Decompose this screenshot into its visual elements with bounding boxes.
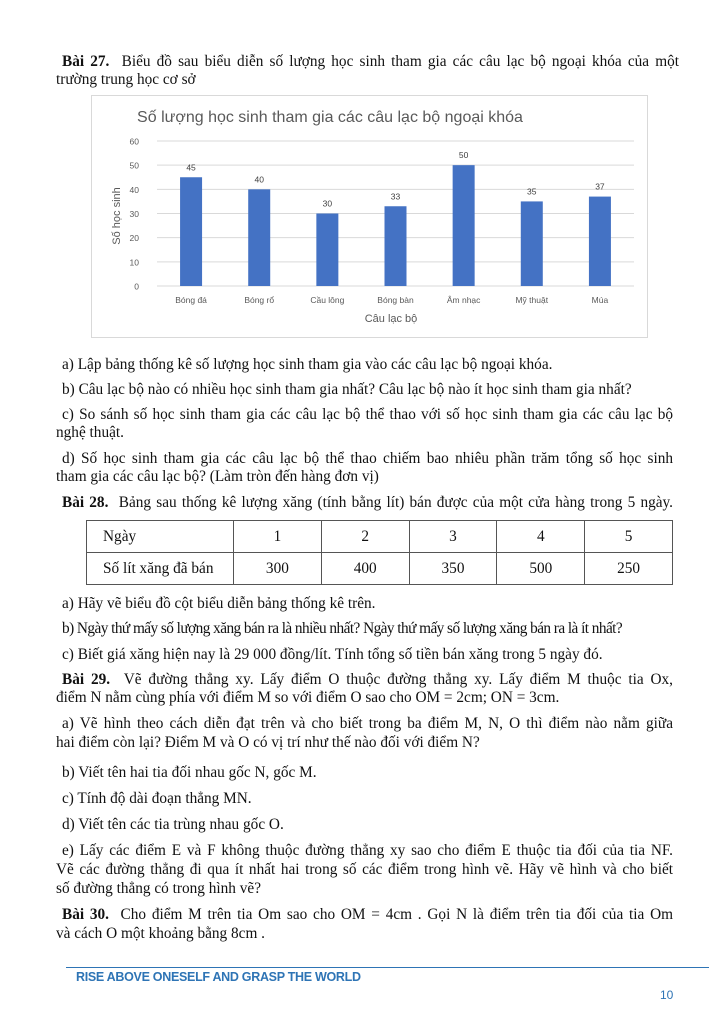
- bai28-intro-text: Bảng sau thống kê lượng xăng (tính bằng …: [118, 494, 674, 511]
- bar: [520, 201, 543, 286]
- y-tick-label: 0: [134, 282, 139, 292]
- y-tick-label: 60: [130, 137, 140, 147]
- bai29-intro-line2: điểm N nằm cùng phía với điểm M so với đ…: [56, 689, 560, 706]
- chart-title: Số lượng học sinh tham gia các câu lạc b…: [137, 109, 523, 126]
- y-tick-label: 10: [130, 257, 140, 267]
- bar: [180, 177, 203, 286]
- data-label: 45: [186, 162, 196, 172]
- bai27-question-c-line2: nghệ thuật.: [56, 424, 124, 441]
- table-cell-day: 2: [320, 520, 410, 553]
- table-cell-liters: 350: [408, 552, 498, 585]
- bai27-intro-text: Biểu đồ sau biểu diễn số lượng học sinh …: [121, 53, 680, 70]
- bar: [248, 189, 271, 286]
- bai29-question-d: d) Viết tên các tia trùng nhau gốc O.: [62, 816, 284, 833]
- bai27-question-d-line2: tham gia các câu lạc bộ? (Làm tròn đến h…: [56, 468, 379, 485]
- bai27-intro-line2: trường trung học cơ sở: [56, 71, 196, 88]
- bai28-intro: Bài 28. Bảng sau thống kê lượng xăng (tí…: [62, 494, 673, 512]
- bai30-label: Bài 30.: [62, 906, 109, 923]
- bai29-question-a-line1: a) Vẽ hình theo cách diễn đạt trên và ch…: [62, 715, 673, 732]
- table-cell-day: 4: [496, 520, 586, 553]
- data-label: 33: [391, 191, 401, 201]
- bai29-question-e-line1: e) Lấy các điểm E và F không thuộc đường…: [62, 842, 673, 859]
- data-label: 40: [254, 174, 264, 184]
- bai29-question-e-line3: số đường thẳng có trong hình vẽ?: [56, 880, 262, 897]
- bar: [452, 165, 475, 286]
- data-label: 37: [595, 182, 605, 192]
- y-tick-label: 40: [130, 185, 140, 195]
- x-tick-label: Múa: [592, 295, 609, 305]
- bar: [588, 196, 611, 286]
- x-axis-label: Câu lạc bộ: [365, 313, 418, 325]
- y-axis-label: Số học sinh: [111, 187, 123, 244]
- page-number: 10: [660, 988, 674, 1002]
- y-tick-label: 50: [130, 161, 140, 171]
- table-cell-liters: 500: [496, 552, 586, 585]
- bai30-intro-line2: và cách O một khoảng bằng 8cm .: [56, 925, 265, 942]
- table-cell-liters: 400: [320, 552, 410, 585]
- bai27-question-d-line1: d) Số học sinh tham gia các câu lạc bộ t…: [62, 450, 673, 467]
- bar: [384, 206, 407, 286]
- bai29-intro-text: Vẽ đường thẳng xy. Lấy điểm O thuộc đườn…: [123, 671, 674, 688]
- x-tick-label: Mỹ thuật: [515, 295, 548, 305]
- x-tick-label: Cầu lông: [310, 295, 344, 305]
- x-tick-label: Bóng bàn: [377, 295, 414, 305]
- bai30-intro-text: Cho điểm M trên tia Om sao cho OM = 4cm …: [120, 906, 674, 923]
- x-tick-label: Bóng đá: [175, 295, 207, 305]
- bai28-question-c: c) Biết giá xăng hiện nay là 29 000 đồng…: [62, 646, 603, 663]
- bai29-question-e-line2: Vẽ các đường thẳng đi qua ít nhất hai tr…: [56, 861, 673, 878]
- bai27-question-b: b) Câu lạc bộ nào có nhiều học sinh tham…: [62, 381, 632, 398]
- x-tick-label: Bóng rổ: [244, 295, 274, 305]
- table-row: Ngày 1 2 3 4 5: [86, 520, 673, 553]
- bar-chart: Số lượng học sinh tham gia các câu lạc b…: [91, 95, 648, 338]
- table-row: Số lít xăng đã bán 300 400 350 500 250: [86, 552, 673, 585]
- data-label: 30: [323, 199, 333, 209]
- bai27-question-a: a) Lập bảng thống kê số lượng học sinh t…: [62, 356, 553, 373]
- bar: [316, 213, 339, 286]
- data-label: 35: [527, 186, 537, 196]
- table-cell-day: 1: [233, 520, 322, 553]
- table-cell-liters: 250: [584, 552, 673, 585]
- y-tick-label: 20: [130, 233, 140, 243]
- bai28-label: Bài 28.: [62, 494, 109, 511]
- bai28-question-b: b) Ngày thứ mấy số lượng xăng bán ra là …: [62, 620, 623, 637]
- footer-slogan: RISE ABOVE ONESELF AND GRASP THE WORLD: [76, 970, 361, 984]
- bai29-intro-line1: Bài 29. Vẽ đường thẳng xy. Lấy điểm O th…: [62, 671, 673, 689]
- y-tick-label: 30: [130, 209, 140, 219]
- bai29-question-a-line2: hai điểm còn lại? Điểm M và O có vị trí …: [56, 734, 480, 751]
- bai27-intro-line1: Bài 27. Biểu đồ sau biểu diễn số lượng h…: [62, 53, 679, 71]
- bai30-intro-line1: Bài 30. Cho điểm M trên tia Om sao cho O…: [62, 906, 673, 924]
- chart-svg: Số lượng học sinh tham gia các câu lạc b…: [111, 109, 634, 325]
- table-cell-day: 5: [584, 520, 673, 553]
- bai27-question-c-line1: c) So sánh số học sinh tham gia các câu …: [62, 406, 673, 423]
- bai28-question-a: a) Hãy vẽ biểu đồ cột biểu diễn bảng thố…: [62, 595, 376, 612]
- x-tick-label: Âm nhạc: [447, 295, 481, 305]
- footer-divider: [66, 967, 709, 968]
- bai29-label: Bài 29.: [62, 671, 111, 688]
- gasoline-table: Ngày 1 2 3 4 5 Số lít xăng đã bán 300 40…: [86, 520, 673, 585]
- table-cell-day: 3: [408, 520, 498, 553]
- table-header-day: Ngày: [86, 520, 234, 553]
- bai29-question-c: c) Tính độ dài đoạn thẳng MN.: [62, 790, 252, 807]
- bai27-label: Bài 27.: [62, 53, 110, 70]
- table-cell-liters: 300: [233, 552, 322, 585]
- data-label: 50: [459, 150, 469, 160]
- table-header-liters: Số lít xăng đã bán: [86, 552, 234, 585]
- bai29-question-b: b) Viết tên hai tia đối nhau gốc N, gốc …: [62, 764, 317, 781]
